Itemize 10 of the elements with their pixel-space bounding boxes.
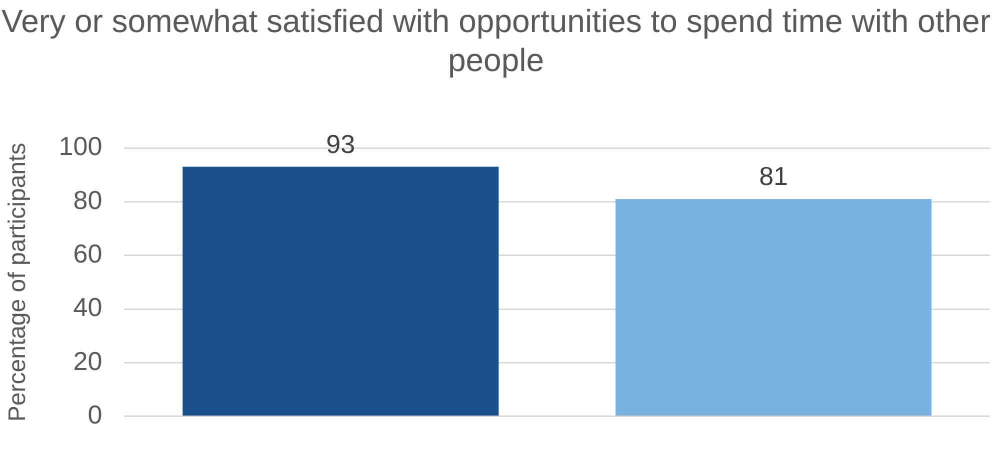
data-label: 93 (326, 128, 356, 159)
data-label: 81 (759, 161, 788, 192)
y-tick-label: 0 (88, 400, 102, 430)
y-axis-title: Percentage of participants (4, 142, 32, 422)
y-tick-label: 80 (73, 184, 102, 215)
y-tick-label: 100 (58, 131, 102, 162)
y-tick-label: 60 (73, 238, 102, 269)
y-tick-label: 40 (73, 292, 102, 322)
y-tick-label: 20 (73, 346, 102, 376)
chart-title: Very or somewhat satisfied with opportunities to spend time with other people (0, 2, 992, 80)
